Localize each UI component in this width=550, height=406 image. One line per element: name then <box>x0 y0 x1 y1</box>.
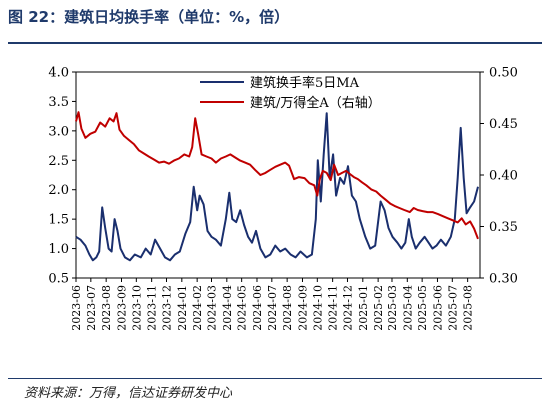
x-tick-label: 2024-10 <box>311 285 324 331</box>
x-tick-label: 2023-11 <box>146 285 159 331</box>
series-line-2 <box>75 111 479 240</box>
x-tick-label: 2024-06 <box>251 285 264 331</box>
source-rule <box>8 378 542 379</box>
x-tick-label: 2025-03 <box>386 285 399 331</box>
x-tick-label: 2023-06 <box>70 285 83 331</box>
x-tick-label: 2025-04 <box>401 285 414 331</box>
title-rule <box>8 42 542 44</box>
y-right-tick-label: 0.50 <box>489 66 518 81</box>
x-tick-label: 2024-12 <box>341 285 354 331</box>
x-tick-label: 2025-08 <box>462 285 475 331</box>
figure-title: 图 22：建筑日均换手率（单位：%，倍） <box>8 8 290 26</box>
x-tick-label: 2025-07 <box>446 285 459 331</box>
x-tick-label: 2023-08 <box>100 285 113 331</box>
x-tick-label: 2025-01 <box>357 285 370 331</box>
x-tick-label: 2023-10 <box>130 285 143 331</box>
legend-label-2: 建筑/万得全A（右轴） <box>250 95 381 111</box>
y-left-tick-label: 3.5 <box>48 95 69 110</box>
y-right-tick-label: 0.30 <box>489 272 518 287</box>
legend-label-1: 建筑换手率5日MA <box>250 75 360 91</box>
y-left-tick-label: 1.0 <box>48 242 69 257</box>
x-tick-label: 2024-01 <box>176 285 189 331</box>
x-tick-label: 2024-11 <box>327 285 340 331</box>
x-tick-label: 2024-04 <box>221 285 234 331</box>
source-note: 资料来源：万得，信达证券研发中心 <box>24 386 233 401</box>
y-left-tick-label: 1.5 <box>48 213 69 228</box>
series-line-1 <box>75 112 479 262</box>
y-right-tick-label: 0.40 <box>489 169 518 184</box>
y-left-tick-label: 0.5 <box>48 272 69 287</box>
x-tick-label: 2025-06 <box>431 285 444 331</box>
y-right-tick-label: 0.35 <box>489 220 518 235</box>
x-tick-label: 2023-09 <box>115 285 128 331</box>
x-tick-label: 2024-02 <box>191 285 204 331</box>
x-tick-label: 2024-09 <box>296 285 309 331</box>
x-tick-label: 2025-05 <box>416 285 429 331</box>
x-tick-label: 2023-12 <box>160 285 173 331</box>
y-left-tick-label: 2.5 <box>48 154 69 169</box>
x-tick-label: 2024-07 <box>266 285 279 331</box>
y-left-tick-label: 3.0 <box>48 124 69 139</box>
x-tick-label: 2025-02 <box>372 285 385 331</box>
y-left-tick-label: 2.0 <box>48 183 69 198</box>
x-tick-label: 2024-03 <box>205 285 218 331</box>
turnover-line-chart: 0.5 1.0 1.5 2.0 2.5 3.0 3.5 4.0 0.30 0.35 0.40 0.4… <box>48 66 518 331</box>
y-left-tick-label: 4.0 <box>48 66 69 81</box>
x-tick-label: 2024-05 <box>236 285 249 331</box>
x-tick-label: 2024-08 <box>281 285 294 331</box>
y-right-tick-label: 0.45 <box>489 117 518 132</box>
x-tick-label: 2023-07 <box>85 285 98 331</box>
